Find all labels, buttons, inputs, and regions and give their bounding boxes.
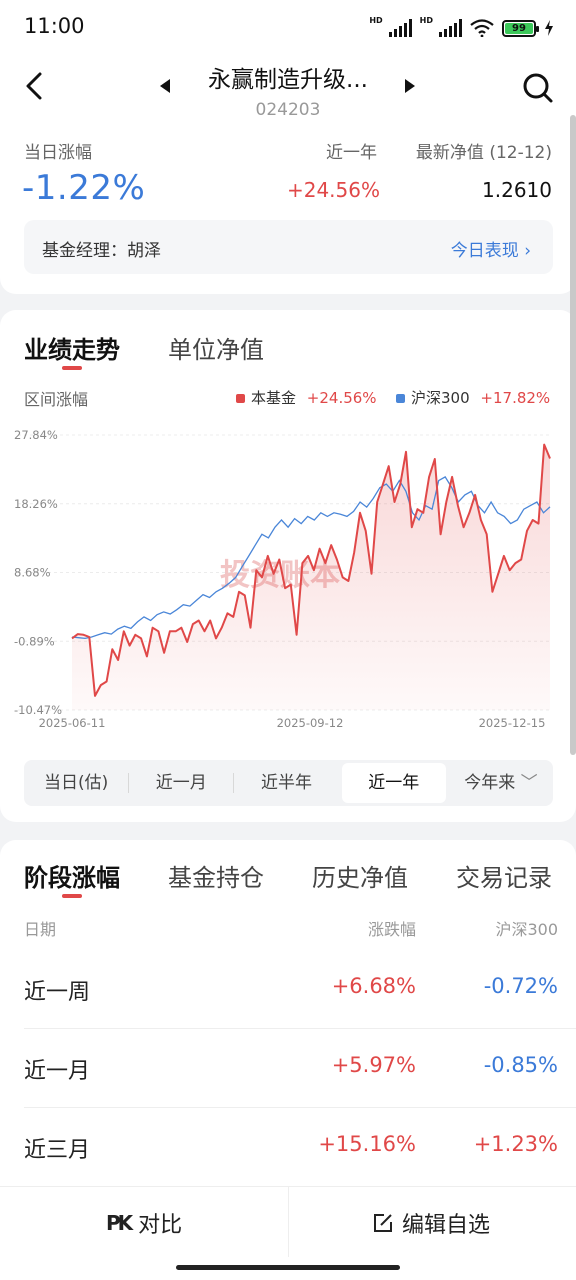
stage-returns-card: 阶段涨幅 基金持仓 历史净值 交易记录 日期 涨跌幅 沪深300 近一周 +6.… xyxy=(0,840,576,1186)
back-icon[interactable] xyxy=(18,68,54,104)
tab-performance[interactable]: 业绩走势 xyxy=(24,336,120,364)
manager-bar[interactable]: 基金经理：胡泽 今日表现 › xyxy=(24,220,553,274)
legend-index-swatch xyxy=(396,394,405,403)
wifi-icon xyxy=(470,19,494,37)
col-header-change: 涨跌幅 xyxy=(367,920,416,939)
section-tab-underline xyxy=(62,894,82,898)
edit-watchlist-button[interactable]: 编辑自选 xyxy=(372,1207,490,1239)
charging-icon xyxy=(545,20,553,36)
search-icon[interactable] xyxy=(518,68,558,108)
legend-fund-value: +24.56% xyxy=(306,389,377,407)
compare-button[interactable]: PK 对比 xyxy=(106,1207,182,1239)
nav-bar: 永赢制造升级... 024203 xyxy=(0,56,576,122)
x-tick-label: 2025-06-11 xyxy=(39,716,106,730)
tab-transactions[interactable]: 交易记录 xyxy=(456,864,552,892)
status-bar: 11:00 HD HD 99 xyxy=(0,0,576,56)
col-header-date: 日期 xyxy=(24,920,57,939)
fund-title: 永赢制造升级... xyxy=(208,67,368,93)
range-selector: 当日(估) 近一月 近半年 近一年 今年来 ﹀ xyxy=(24,760,553,806)
range-1m[interactable]: 近一月 xyxy=(155,773,207,793)
fund-series-line xyxy=(71,443,551,697)
home-indicator xyxy=(176,1265,400,1270)
year-change-label: 近一年 xyxy=(326,143,377,163)
legend-fund-name: 本基金 xyxy=(251,389,297,407)
tab-stage-returns[interactable]: 阶段涨幅 xyxy=(24,864,120,892)
legend-index: 沪深300 +17.82% xyxy=(396,387,550,408)
bottom-bar: PK 对比 编辑自选 xyxy=(0,1186,576,1280)
row-fund-change: +6.68% xyxy=(331,974,416,998)
range-ytd-label: 今年来 xyxy=(464,773,516,793)
row-index-change: -0.72% xyxy=(483,974,558,998)
prev-fund-icon[interactable] xyxy=(160,79,170,93)
row-fund-change: +5.97% xyxy=(331,1053,416,1077)
row-index-change: +1.23% xyxy=(473,1132,558,1156)
y-tick-label: -0.89% xyxy=(14,634,55,648)
year-change-value: +24.56% xyxy=(286,178,380,202)
next-fund-icon[interactable] xyxy=(405,79,415,93)
edit-icon xyxy=(374,1214,392,1232)
fund-title-block: 永赢制造升级... 024203 xyxy=(150,60,426,120)
nav-value: 1.2610 xyxy=(482,178,552,202)
tab-underline xyxy=(62,366,82,370)
status-icons: HD HD 99 xyxy=(369,16,554,40)
row-index-change: -0.85% xyxy=(483,1053,558,1077)
x-tick-label: 2025-12-15 xyxy=(479,716,546,730)
y-tick-label: 8.68% xyxy=(14,566,51,580)
tab-history-nav[interactable]: 历史净值 xyxy=(312,864,408,892)
performance-chart[interactable]: 投资账本 27.84%18.26%8.68%-0.89%-10.47%2025-… xyxy=(0,420,576,740)
compare-label: 对比 xyxy=(138,1213,183,1238)
status-time: 11:00 xyxy=(24,14,85,38)
row-label: 近一周 xyxy=(24,980,91,1005)
row-fund-change: +15.16% xyxy=(318,1132,416,1156)
pk-icon: PK xyxy=(106,1211,133,1235)
edit-label: 编辑自选 xyxy=(402,1213,491,1238)
col-header-index: 沪深300 xyxy=(495,920,558,939)
legend-fund-swatch xyxy=(236,394,245,403)
daily-change-value: -1.22% xyxy=(22,168,146,208)
fund-area xyxy=(72,444,550,710)
scrollbar[interactable] xyxy=(570,115,576,755)
table-row: 近一周 +6.68% -0.72% xyxy=(24,950,576,1029)
index-series-line xyxy=(71,476,551,640)
range-1y[interactable]: 近一年 xyxy=(341,763,446,803)
range-ytd[interactable]: 今年来 ﹀ xyxy=(449,763,553,803)
table-row: 近三月 +15.16% +1.23% xyxy=(24,1108,576,1187)
row-label: 近一月 xyxy=(24,1059,91,1084)
legend-index-name: 沪深300 xyxy=(411,389,470,407)
today-performance-link[interactable]: 今日表现 › xyxy=(450,241,531,261)
table-row: 近一月 +5.97% -0.85% xyxy=(24,1029,576,1108)
nav-label: 最新净值 (12-12) xyxy=(415,143,552,163)
x-tick-label: 2025-09-12 xyxy=(277,716,344,730)
signal-icon xyxy=(388,19,412,37)
manager-label: 基金经理：胡泽 xyxy=(42,241,161,261)
range-6m[interactable]: 近半年 xyxy=(261,773,312,793)
battery-icon: 99 xyxy=(502,19,539,37)
row-label: 近三月 xyxy=(24,1138,91,1163)
range-today-est[interactable]: 当日(估) xyxy=(43,773,109,793)
y-tick-label: 18.26% xyxy=(14,497,58,511)
tab-holdings[interactable]: 基金持仓 xyxy=(168,864,264,892)
summary-card: 当日涨幅 -1.22% 近一年 +24.56% 最新净值 (12-12) 1.2… xyxy=(0,122,576,294)
signal-icon-2 xyxy=(439,19,462,37)
y-tick-label: -10.47% xyxy=(14,703,62,717)
y-tick-label: 27.84% xyxy=(14,428,58,442)
chevron-down-icon: ﹀ xyxy=(520,773,538,793)
legend-fund: 本基金 +24.56% xyxy=(236,387,377,408)
daily-change-label: 当日涨幅 xyxy=(24,143,92,163)
fund-code: 024203 xyxy=(255,100,321,120)
range-change-label: 区间涨幅 xyxy=(24,390,89,409)
chart-card: 业绩走势 单位净值 区间涨幅 本基金 +24.56% 沪深300 +17.82%… xyxy=(0,310,576,822)
tab-unit-nav[interactable]: 单位净值 xyxy=(168,336,264,364)
legend-index-value: +17.82% xyxy=(480,389,551,407)
